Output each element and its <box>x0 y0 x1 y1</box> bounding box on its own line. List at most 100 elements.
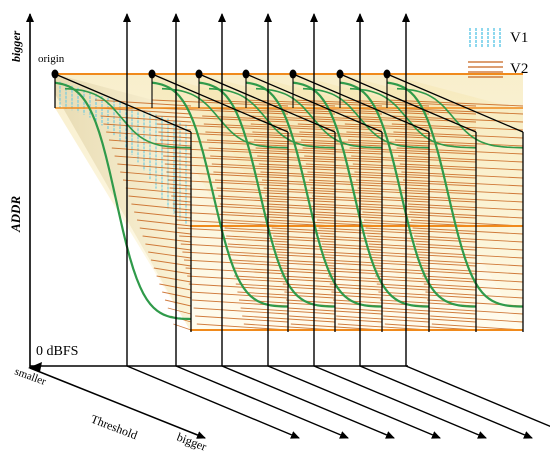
v2-hatch <box>161 147 289 155</box>
v2-hatch <box>284 291 383 299</box>
v2-hatch <box>320 235 430 243</box>
v2-hatch <box>227 243 336 251</box>
v2-hatch <box>352 163 477 171</box>
v2-hatch <box>321 243 430 251</box>
origin-dot-icon <box>242 69 250 79</box>
arrow-diagonal-icon <box>126 365 300 439</box>
v2-hatch <box>323 251 430 259</box>
v2-hatch <box>360 203 477 211</box>
v2-hatch <box>390 115 524 123</box>
v2-hatch <box>221 211 336 219</box>
origin-dot-icon <box>148 69 156 79</box>
v2-hatch <box>404 187 524 195</box>
v2-hatch <box>362 211 477 219</box>
v2-hatch <box>214 179 336 187</box>
v2-hatch <box>302 147 430 155</box>
v2-hatch <box>274 243 383 251</box>
v2-hatch <box>159 283 192 291</box>
v2-hatch <box>134 211 192 219</box>
v2-hatch <box>331 291 430 299</box>
v2-hatch <box>282 283 383 291</box>
v2-hatch <box>401 171 524 179</box>
v2-hatch <box>164 299 192 307</box>
panel-top-edge <box>386 73 524 133</box>
arrow-diagonal-icon <box>221 365 395 439</box>
axis-arrows <box>123 13 550 439</box>
v2-hatch <box>139 227 192 235</box>
addr-label: ADDR <box>8 196 23 233</box>
v2-hatch <box>279 267 383 275</box>
v2-hatch <box>324 259 430 267</box>
green-curve <box>151 81 288 308</box>
v2-hatch <box>355 179 477 187</box>
v2-hatch <box>255 147 383 155</box>
v2-hatch <box>368 243 477 251</box>
v2-hatch <box>150 259 192 267</box>
v2-hatch <box>420 267 524 275</box>
v2-hatch <box>273 235 383 243</box>
v2-hatch <box>195 315 289 323</box>
v2-hatch <box>145 243 192 251</box>
v2-hatch <box>153 267 192 275</box>
v2-hatch <box>193 307 289 315</box>
z-axis-line <box>29 367 206 439</box>
v2-hatch <box>370 251 477 259</box>
slice-panel <box>55 74 191 332</box>
v2-hatch <box>219 203 336 211</box>
v2-hatch <box>299 131 430 139</box>
legend-v1-label: V1 <box>510 30 528 46</box>
arrow-diagonal-icon <box>359 365 533 439</box>
v2-hatch <box>257 155 383 163</box>
v2-hatch <box>406 195 524 203</box>
v2-hatch <box>276 251 383 259</box>
origin-dot-icon <box>289 69 297 79</box>
v2-hatch <box>122 179 192 187</box>
origin-dot-icon <box>383 69 391 79</box>
v2-hatch <box>343 115 477 123</box>
v2-hatch <box>393 131 524 139</box>
v2-hatch <box>263 187 383 195</box>
v2-hatch <box>106 131 192 139</box>
v2-hatch <box>163 155 289 163</box>
v2-hatch <box>111 147 192 155</box>
v2-hatch <box>159 139 289 147</box>
green-curve-upper <box>161 87 289 149</box>
panel-top-edge <box>54 73 192 133</box>
threshold-label: Threshold <box>89 412 139 443</box>
v2-hatch <box>367 235 477 243</box>
v2-hatch <box>312 195 430 203</box>
v2-hatch <box>235 283 336 291</box>
v2-hatch <box>300 139 430 147</box>
v2-hatch <box>261 179 383 187</box>
v2-hatch <box>131 203 192 211</box>
v2-hatch <box>398 155 524 163</box>
v2-hatch <box>258 163 383 171</box>
v2-hatch <box>409 211 524 219</box>
v2-hatch <box>182 251 289 259</box>
v2-hatch <box>226 235 336 243</box>
arrow-diagonal-icon <box>267 365 441 439</box>
green-curve-upper <box>64 87 192 149</box>
v2-hatch <box>357 187 477 195</box>
v2-hatch <box>148 251 192 259</box>
v2-hatch <box>216 187 336 195</box>
v2-hatch <box>296 115 430 123</box>
v2-hatch <box>213 171 336 179</box>
v2-hatch <box>347 139 477 147</box>
v2-hatch <box>180 243 289 251</box>
v2-hatch <box>310 187 430 195</box>
v2-hatch <box>394 139 524 147</box>
v2-hatch <box>313 203 430 211</box>
v2-hatch <box>415 243 524 251</box>
v2-hatch <box>349 147 477 155</box>
v2-hatch <box>268 211 383 219</box>
v2-hatch <box>229 251 336 259</box>
v2-hatch <box>260 171 383 179</box>
v2-hatch <box>304 155 430 163</box>
arrow-diagonal-icon <box>175 365 349 439</box>
panel-top-edge <box>339 73 477 133</box>
v2-hatch <box>388 107 524 115</box>
legend-v2-swatch <box>468 61 503 78</box>
legend-v2-label: V2 <box>510 61 528 77</box>
